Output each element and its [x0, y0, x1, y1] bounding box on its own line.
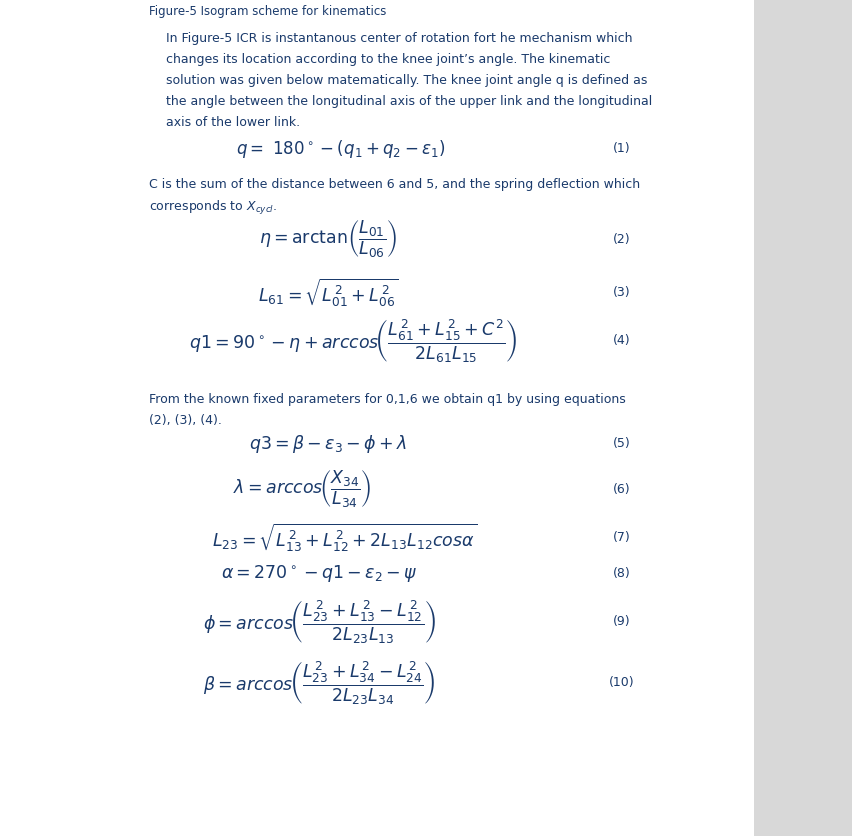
- Text: the angle between the longitudinal axis of the upper link and the longitudinal: the angle between the longitudinal axis …: [166, 94, 653, 108]
- Text: (9): (9): [613, 614, 630, 627]
- Text: (5): (5): [613, 436, 630, 450]
- Text: (2): (2): [613, 232, 630, 246]
- Text: Figure-5 Isogram scheme for kinematics: Figure-5 Isogram scheme for kinematics: [149, 4, 387, 18]
- Text: $q1 = 90^\circ - \eta + arccos\!\left(\dfrac{L_{61}^{\,2} + L_{15}^{\,2} + C^2}{: $q1 = 90^\circ - \eta + arccos\!\left(\d…: [189, 317, 518, 364]
- Text: $\beta = arccos\!\left(\dfrac{L_{23}^{\,2} + L_{34}^{\,2} - L_{24}^{\,2}}{2L_{23: $\beta = arccos\!\left(\dfrac{L_{23}^{\,…: [203, 658, 436, 705]
- Text: (3): (3): [613, 286, 630, 299]
- Text: corresponds to $X_{cycl}$.: corresponds to $X_{cycl}$.: [149, 199, 277, 217]
- Text: (4): (4): [613, 334, 630, 347]
- Text: (10): (10): [609, 675, 635, 688]
- Text: (6): (6): [613, 482, 630, 496]
- Text: $\alpha = 270^\circ - q1 - \varepsilon_2 - \psi$: $\alpha = 270^\circ - q1 - \varepsilon_2…: [222, 562, 417, 584]
- Text: $\phi = arccos\!\left(\dfrac{L_{23}^{\,2} + L_{13}^{\,2} - L_{12}^{\,2}}{2L_{23}: $\phi = arccos\!\left(\dfrac{L_{23}^{\,2…: [203, 597, 436, 644]
- Text: (7): (7): [613, 530, 630, 543]
- Text: $q = \ 180^\circ - (q_1 + q_2 - \varepsilon_1)$: $q = \ 180^\circ - (q_1 + q_2 - \varepsi…: [236, 138, 446, 160]
- Text: $L_{61} = \sqrt{L_{01}^{\,2} + L_{06}^{\,2}}$: $L_{61} = \sqrt{L_{01}^{\,2} + L_{06}^{\…: [257, 277, 399, 308]
- Text: From the known fixed parameters for 0,1,6 we obtain q1 by using equations: From the known fixed parameters for 0,1,…: [149, 393, 626, 406]
- Text: $\eta = \arctan\!\left(\dfrac{L_{01}}{L_{06}}\right)$: $\eta = \arctan\!\left(\dfrac{L_{01}}{L_…: [259, 218, 397, 260]
- Text: $L_{23} = \sqrt{L_{13}^{\,2} + L_{12}^{\,2} + 2L_{13}L_{12}cos\alpha}$: $L_{23} = \sqrt{L_{13}^{\,2} + L_{12}^{\…: [212, 521, 478, 553]
- FancyBboxPatch shape: [0, 0, 754, 836]
- Text: (8): (8): [613, 566, 630, 579]
- Text: axis of the lower link.: axis of the lower link.: [166, 115, 300, 129]
- Text: $\lambda = arccos\!\left(\dfrac{X_{34}}{L_{34}}\right)$: $\lambda = arccos\!\left(\dfrac{X_{34}}{…: [233, 468, 371, 510]
- Text: (1): (1): [613, 142, 630, 155]
- Text: C is the sum of the distance between 6 and 5, and the spring deflection which: C is the sum of the distance between 6 a…: [149, 178, 640, 191]
- Text: changes its location according to the knee joint’s angle. The kinematic: changes its location according to the kn…: [166, 53, 611, 66]
- Text: (2), (3), (4).: (2), (3), (4).: [149, 414, 222, 427]
- Text: $q3 = \beta - \varepsilon_3 - \phi + \lambda$: $q3 = \beta - \varepsilon_3 - \phi + \la…: [249, 432, 407, 454]
- Text: solution was given below matematically. The knee joint angle q is defined as: solution was given below matematically. …: [166, 74, 648, 87]
- Text: In Figure-5 ICR is instantanous center of rotation fort he mechanism which: In Figure-5 ICR is instantanous center o…: [166, 32, 633, 45]
